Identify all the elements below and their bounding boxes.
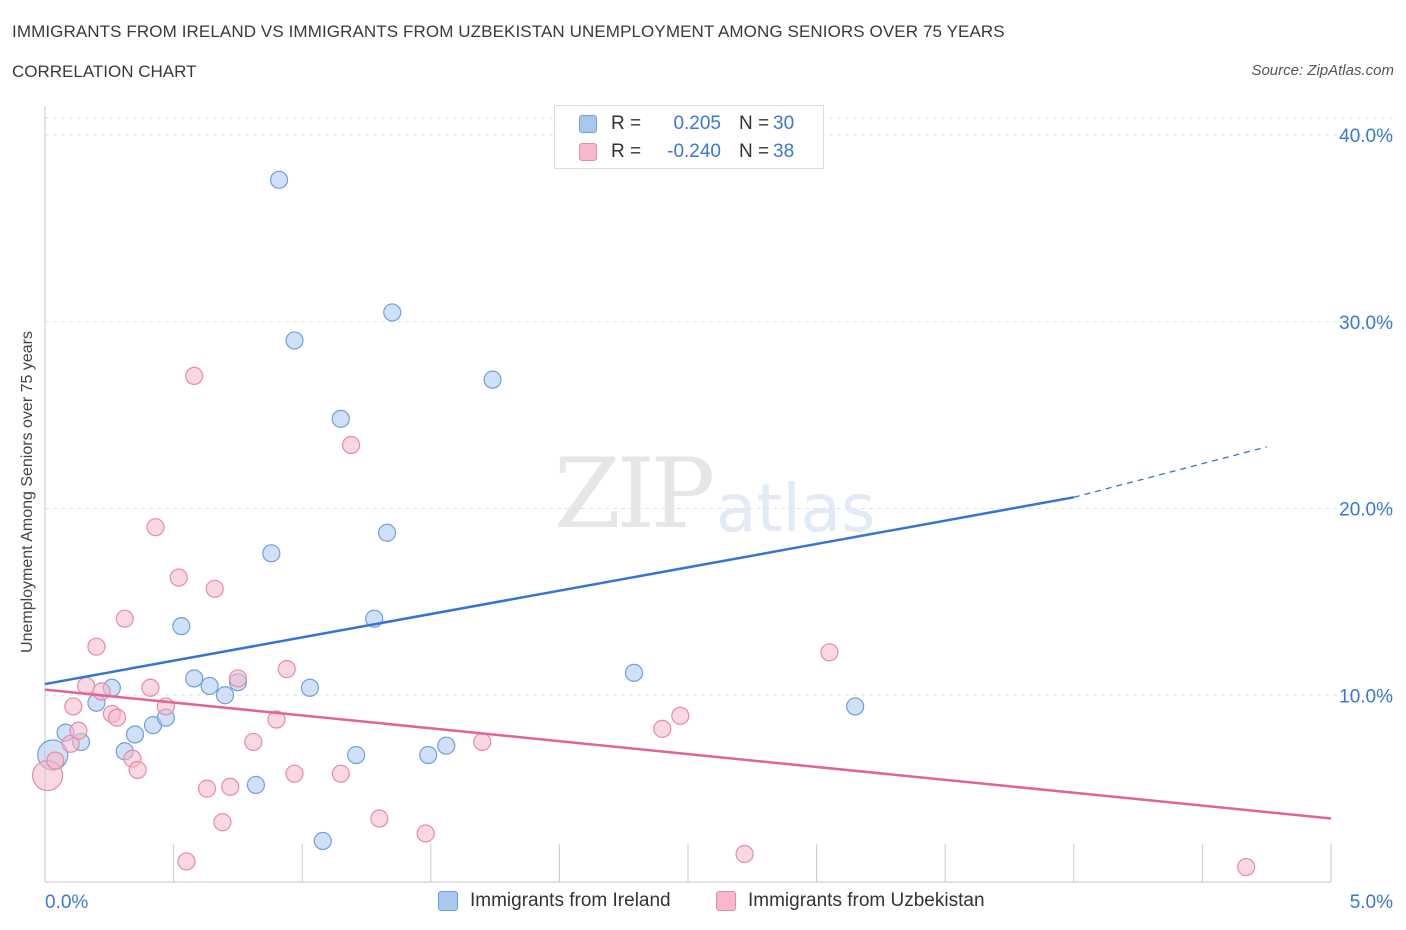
uzbekistan-point: [370, 809, 389, 828]
ireland-point: [185, 669, 204, 688]
uzbekistan-point: [1237, 857, 1256, 877]
legend-row-uzbekistan: R = -0.240 N = 38: [579, 140, 794, 164]
uzbekistan-point: [92, 682, 111, 701]
uzbekistan-point: [244, 732, 263, 752]
ireland-point: [419, 745, 438, 765]
uzbekistan-point: [115, 609, 134, 628]
uzbekistan-point: [205, 579, 224, 598]
uzbekistan-point: [820, 643, 839, 662]
y-tick-label: 10.0%: [1339, 686, 1393, 707]
uzbekistan-point: [473, 732, 492, 752]
r-label: R =: [611, 113, 642, 134]
uzbekistan-point: [87, 637, 106, 656]
uzbekistan-point: [146, 518, 165, 537]
y-tick-label: 20.0%: [1339, 500, 1393, 521]
n-label: N =: [739, 113, 770, 134]
ireland-point: [285, 331, 304, 350]
uzbekistan-point: [64, 697, 83, 716]
uzbekistan-point: [107, 708, 127, 727]
uzbekistan-point: [46, 751, 65, 770]
uzbekistan-point: [735, 844, 754, 864]
ireland-swatch: [438, 891, 458, 911]
ireland-trend-line: [44, 496, 1075, 686]
uzbekistan-point: [285, 764, 304, 783]
watermark-zip: ZIP: [554, 438, 715, 550]
ireland-point: [300, 678, 320, 697]
legend-row-ireland: R = 0.205 N = 30: [579, 112, 794, 136]
ireland-swatch: [579, 115, 597, 133]
y-axis-label: Unemployment Among Seniors over 75 years: [19, 331, 36, 653]
legend-item-uzbekistan[interactable]: Immigrants from Uzbekistan: [716, 890, 985, 912]
ireland-point: [172, 617, 191, 636]
ireland-point: [125, 725, 145, 744]
legend-item-ireland[interactable]: Immigrants from Ireland: [438, 890, 671, 912]
uzbekistan-point: [197, 779, 217, 798]
ireland-point: [383, 303, 402, 322]
ireland-point: [215, 686, 235, 705]
ireland-trend-extension: [1073, 446, 1267, 498]
chart-title: IMMIGRANTS FROM IRELAND VS IMMIGRANTS FR…: [12, 22, 1005, 41]
uzbekistan-point: [77, 676, 96, 696]
ireland-point: [846, 697, 865, 716]
ireland-point: [624, 663, 644, 682]
chart-subtitle: CORRELATION CHART: [12, 62, 197, 81]
n-label: N =: [739, 141, 770, 162]
uzbekistan-swatch: [716, 891, 736, 911]
uzbekistan-point: [213, 813, 232, 832]
correlation-legend: R = 0.205 N = 30 R = -0.240 N = 38: [554, 105, 824, 169]
uzbekistan-point: [128, 760, 147, 780]
r-label: R =: [611, 141, 642, 162]
r-value: -0.240: [667, 141, 721, 162]
ireland-point: [331, 409, 350, 428]
uzbekistan-point: [331, 764, 350, 783]
ireland-point: [377, 523, 397, 542]
uzbekistan-point: [228, 669, 247, 688]
x-tick-label: 0.0%: [45, 892, 88, 913]
ireland-point: [200, 676, 219, 696]
uzbekistan-point: [416, 824, 435, 843]
legend-label: Immigrants from Ireland: [470, 890, 671, 911]
uzbekistan-point: [169, 568, 188, 587]
uzbekistan-point: [341, 435, 361, 455]
uzbekistan-point: [177, 852, 196, 871]
ireland-point: [269, 170, 289, 189]
uzbekistan-point: [69, 721, 88, 740]
uzbekistan-point: [221, 777, 240, 796]
uzbekistan-point: [267, 710, 286, 729]
r-value: 0.205: [673, 113, 721, 134]
series-legend: Immigrants from Ireland Immigrants from …: [0, 890, 1406, 916]
uzbekistan-point: [277, 660, 296, 679]
ireland-point: [347, 745, 366, 765]
n-value: 38: [773, 141, 795, 162]
y-tick-label: 30.0%: [1339, 313, 1393, 334]
legend-label: Immigrants from Uzbekistan: [748, 890, 985, 911]
uzbekistan-point: [185, 366, 204, 386]
ireland-point: [246, 775, 266, 794]
ireland-point: [313, 831, 332, 851]
uzbekistan-trend-line: [44, 688, 1332, 820]
ireland-point: [437, 736, 456, 755]
uzbekistan-swatch: [579, 143, 597, 161]
n-value: 30: [773, 113, 795, 134]
source-credit: Source: ZipAtlas.com: [1251, 62, 1394, 79]
ireland-point: [262, 544, 281, 563]
y-tick-label: 40.0%: [1339, 126, 1393, 147]
uzbekistan-point: [141, 678, 160, 697]
uzbekistan-point: [671, 706, 690, 725]
ireland-point: [483, 370, 502, 389]
x-tick-label: 5.0%: [1350, 892, 1393, 913]
uzbekistan-point: [653, 719, 672, 738]
